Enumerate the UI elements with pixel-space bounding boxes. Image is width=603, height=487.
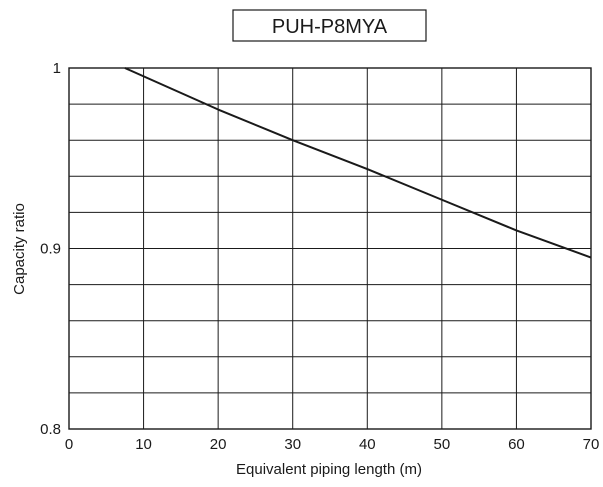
x-tick-label: 20: [210, 436, 227, 453]
x-tick-label: 0: [65, 436, 73, 453]
grid: [69, 68, 591, 429]
y-tick-label: 1: [53, 60, 61, 77]
x-tick-label: 70: [583, 436, 600, 453]
x-axis-ticks: 0 10 20 30 40 50 60 70: [65, 436, 600, 453]
x-axis-label: Equivalent piping length (m): [236, 461, 422, 478]
plot-border: [68, 67, 592, 430]
chart-title: PUH-P8MYA: [272, 16, 388, 38]
x-tick-label: 40: [359, 436, 376, 453]
y-tick-label: 0.9: [40, 241, 61, 258]
x-tick-label: 10: [135, 436, 152, 453]
x-tick-label: 60: [508, 436, 525, 453]
y-tick-label: 0.8: [40, 421, 61, 438]
y-axis-ticks: 0.8 0.9 1: [40, 60, 61, 438]
data-series: [124, 67, 592, 259]
x-tick-label: 50: [434, 436, 451, 453]
y-axis-label: Capacity ratio: [11, 203, 28, 295]
x-tick-label: 30: [284, 436, 301, 453]
title-box: [232, 9, 427, 42]
series-line: [124, 67, 592, 259]
plot-frame: [68, 67, 592, 430]
